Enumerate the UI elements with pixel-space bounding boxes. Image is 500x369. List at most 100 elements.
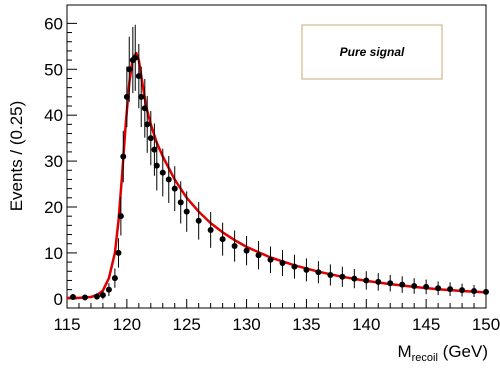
- data-point: [93, 293, 100, 300]
- data-point: [195, 201, 202, 240]
- data-point: [375, 273, 382, 291]
- data-point: [411, 278, 418, 294]
- data-point: [423, 279, 430, 295]
- point-marker: [93, 293, 100, 300]
- point-marker: [207, 226, 214, 233]
- point-marker: [138, 93, 145, 100]
- point-marker: [111, 275, 118, 282]
- point-marker: [471, 288, 478, 295]
- y-tick-label: 40: [44, 106, 63, 125]
- point-marker: [123, 93, 130, 100]
- data-point: [231, 230, 238, 262]
- point-marker: [165, 176, 172, 183]
- data-point: [177, 181, 184, 224]
- point-marker: [459, 287, 466, 294]
- data-point: [165, 156, 172, 203]
- y-tick-label: 50: [44, 60, 63, 79]
- point-marker: [132, 54, 139, 61]
- data-point: [120, 130, 127, 183]
- point-marker: [243, 247, 250, 254]
- y-tick-label: 20: [44, 198, 63, 217]
- data-point: [435, 281, 442, 296]
- data-point: [183, 191, 190, 232]
- point-marker: [99, 292, 106, 299]
- point-marker: [117, 213, 124, 220]
- axis-ticks: 115 120 125 130 135 140 145 150 0 10 20 30 40 50 60: [44, 14, 500, 334]
- data-point: [132, 24, 139, 91]
- point-marker: [375, 278, 382, 285]
- y-axis-title: Events / (0.25): [7, 101, 26, 212]
- point-marker: [435, 285, 442, 292]
- data-point: [243, 235, 250, 266]
- point-marker: [291, 263, 298, 270]
- data-point: [483, 286, 489, 298]
- point-marker: [423, 283, 430, 290]
- point-marker: [219, 236, 226, 243]
- data-point: [327, 264, 334, 286]
- point-marker: [231, 243, 238, 250]
- data-point: [171, 166, 178, 212]
- point-marker: [171, 185, 178, 192]
- x-axis-title-sub: recoil: [412, 352, 438, 364]
- data-point: [459, 283, 466, 297]
- point-marker: [303, 266, 310, 273]
- data-point: [363, 271, 370, 290]
- data-point: [471, 285, 478, 297]
- data-point: [387, 274, 394, 292]
- x-tick-label: 150: [472, 315, 500, 334]
- data-point: [159, 148, 166, 197]
- point-marker: [105, 286, 112, 293]
- data-point: [303, 258, 310, 282]
- data-point: [115, 238, 122, 268]
- x-tick-label: 130: [232, 315, 260, 334]
- point-marker: [267, 256, 274, 263]
- point-marker: [255, 252, 262, 259]
- point-marker: [144, 121, 151, 128]
- point-marker: [69, 293, 76, 300]
- x-tick-label: 145: [412, 315, 440, 334]
- point-marker: [279, 260, 286, 267]
- y-tick-label: 0: [54, 290, 63, 309]
- data-point: [117, 196, 124, 236]
- data-point: [141, 78, 148, 138]
- data-point: [99, 291, 106, 300]
- x-axis-title-unit: (GeV): [438, 342, 488, 361]
- point-marker: [159, 169, 166, 176]
- y-tick-label: 10: [44, 244, 63, 263]
- x-axis-title-main: M: [397, 342, 411, 361]
- point-marker: [195, 217, 202, 224]
- point-marker: [126, 66, 133, 73]
- data-point: [447, 282, 454, 297]
- point-marker: [411, 282, 418, 289]
- point-marker: [135, 73, 142, 80]
- point-marker: [183, 208, 190, 215]
- point-marker: [447, 286, 454, 293]
- point-marker: [339, 273, 346, 280]
- data-point: [267, 246, 274, 274]
- data-point: [105, 283, 112, 297]
- point-marker: [327, 271, 334, 278]
- legend-label: Pure signal: [340, 45, 405, 59]
- data-point: [138, 66, 145, 128]
- fit-curve-group: [67, 51, 487, 300]
- data-point: [147, 111, 154, 166]
- y-tick-label: 60: [44, 14, 63, 33]
- data-point: [123, 66, 130, 128]
- point-marker: [153, 162, 160, 169]
- x-tick-label: 120: [113, 315, 141, 334]
- data-point: [219, 222, 226, 256]
- point-marker: [141, 105, 148, 112]
- point-marker: [151, 146, 158, 153]
- legend-box: [301, 24, 443, 80]
- point-marker: [351, 275, 358, 282]
- data-point: [315, 261, 322, 284]
- x-tick-label: 140: [352, 315, 380, 334]
- x-axis-title: Mrecoil (GeV): [397, 342, 488, 364]
- point-marker: [399, 281, 406, 288]
- y-tick-label: 30: [44, 152, 63, 171]
- data-point: [279, 250, 286, 276]
- data-point: [144, 95, 151, 153]
- point-marker: [115, 249, 122, 256]
- data-point: [69, 293, 76, 300]
